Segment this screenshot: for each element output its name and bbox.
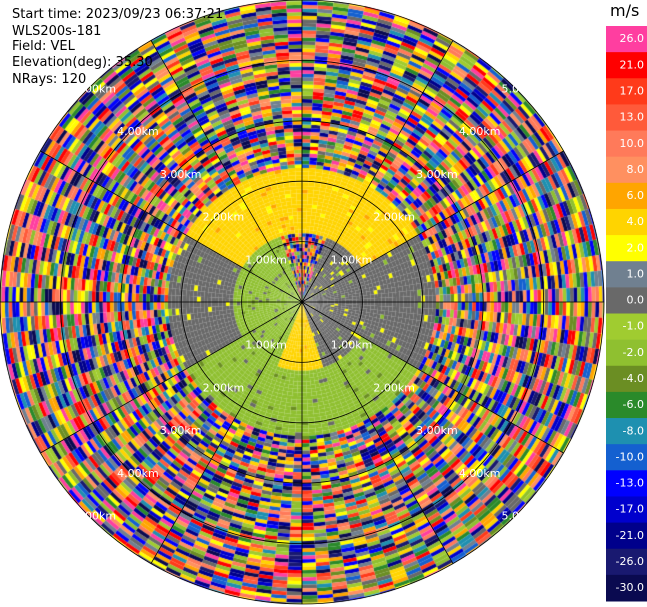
- colorbar-swatch: [606, 313, 647, 341]
- colorbar-swatch: [606, 418, 647, 445]
- colorbar-tick-label: -6.0: [623, 398, 644, 411]
- azimuth-spoke-150: [301, 301, 454, 564]
- field-label: Field: VEL: [12, 39, 75, 54]
- azimuth-spoke-240: [40, 301, 303, 454]
- colorbar-unit-label: m/s: [610, 1, 639, 20]
- colorbar-tick-label: -1.0: [623, 320, 644, 333]
- colorbar-swatch: [606, 365, 647, 393]
- colorbar-swatch: [606, 287, 647, 314]
- colorbar-tick-label: 0.0: [627, 294, 645, 307]
- colorbar-tick-label: 8.0: [627, 163, 645, 176]
- range-label: 4.00km: [117, 125, 159, 138]
- colorbar-swatch: [606, 261, 647, 288]
- velocity-colorbar: m/s 26.0 21.0 17.0 13.0 10.0 8.0 6.0 4.0 2.0 1.0 0.…: [606, 1, 647, 602]
- colorbar-tick-label: -21.0: [616, 529, 644, 542]
- colorbar-tick-label: -13.0: [616, 477, 644, 490]
- range-label: 1.00km: [331, 339, 373, 352]
- colorbar-tick-label: -30.0: [616, 581, 644, 594]
- colorbar-swatch: [606, 574, 647, 602]
- colorbar-tick-label: 17.0: [620, 84, 645, 97]
- elevation-label: Elevation(deg): 35.30: [12, 55, 153, 70]
- colorbar-tick-label: 2.0: [627, 241, 645, 254]
- azimuth-spoke-210: [150, 301, 303, 564]
- range-label: 5.00km: [74, 82, 116, 95]
- colorbar-tick-label: 10.0: [620, 137, 645, 150]
- station-label: WLS200s-181: [12, 24, 102, 39]
- colorbar-tick-label: 1.0: [627, 267, 645, 280]
- range-label: 2.00km: [373, 211, 415, 224]
- colorbar-swatch: [606, 470, 647, 497]
- range-label: 3.00km: [160, 168, 202, 181]
- colorbar-swatch: [606, 339, 647, 367]
- colorbar-swatch: [606, 235, 647, 262]
- colorbar-swatch: [606, 52, 647, 79]
- colorbar-swatch: [606, 78, 647, 105]
- colorbar-swatch: [606, 156, 647, 184]
- start-time-label: Start time: 2023/09/23 06:37:21: [12, 7, 224, 22]
- colorbar-tick-label: -26.0: [616, 555, 644, 568]
- range-label: 4.00km: [459, 467, 501, 480]
- colorbar-tick-label: -8.0: [623, 424, 644, 437]
- range-label: 3.00km: [416, 424, 458, 437]
- colorbar-swatch: [606, 104, 647, 132]
- azimuth-spoke-120: [301, 301, 564, 454]
- range-label: 3.00km: [160, 424, 202, 437]
- colorbar-swatch: [606, 522, 647, 550]
- range-label: 1.00km: [245, 253, 287, 266]
- colorbar-swatch: [606, 391, 647, 419]
- range-label: 1.00km: [331, 253, 373, 266]
- range-label: 5.00km: [74, 510, 116, 523]
- colorbar-tick-label: 21.0: [620, 58, 645, 71]
- colorbar-tick-label: -4.0: [623, 372, 644, 385]
- range-label: 3.00km: [416, 168, 458, 181]
- nrays-label: NRays: 120: [12, 72, 87, 87]
- azimuth-spoke-30: [301, 40, 454, 303]
- colorbar-tick-label: 13.0: [620, 111, 645, 124]
- colorbar-swatch: [606, 130, 647, 158]
- colorbar-tick-label: -17.0: [616, 503, 644, 516]
- colorbar-swatch: [606, 496, 647, 524]
- azimuth-spoke-60: [301, 150, 564, 303]
- colorbar-tick-label: -10.0: [616, 450, 644, 463]
- colorbar-tick-label: 26.0: [620, 32, 645, 45]
- colorbar-tick-label: -2.0: [623, 346, 644, 359]
- colorbar-swatch: [606, 26, 647, 53]
- range-label: 4.00km: [459, 125, 501, 138]
- range-label: 4.00km: [117, 467, 159, 480]
- azimuth-spoke-300: [40, 150, 303, 303]
- colorbar-swatch: [606, 182, 647, 210]
- colorbar-tick-label: 4.0: [627, 215, 645, 228]
- range-label: 2.00km: [373, 381, 415, 394]
- colorbar-swatch: [606, 208, 647, 236]
- colorbar-swatch: [606, 444, 647, 471]
- range-label: 5.00km: [502, 510, 544, 523]
- colorbar-swatch: [606, 548, 647, 576]
- azimuth-spoke-330: [150, 40, 303, 303]
- range-label: 5.00km: [502, 82, 544, 95]
- range-label: 2.00km: [203, 381, 245, 394]
- range-label: 2.00km: [203, 211, 245, 224]
- range-label: 1.00km: [245, 339, 287, 352]
- colorbar-tick-label: 6.0: [627, 189, 645, 202]
